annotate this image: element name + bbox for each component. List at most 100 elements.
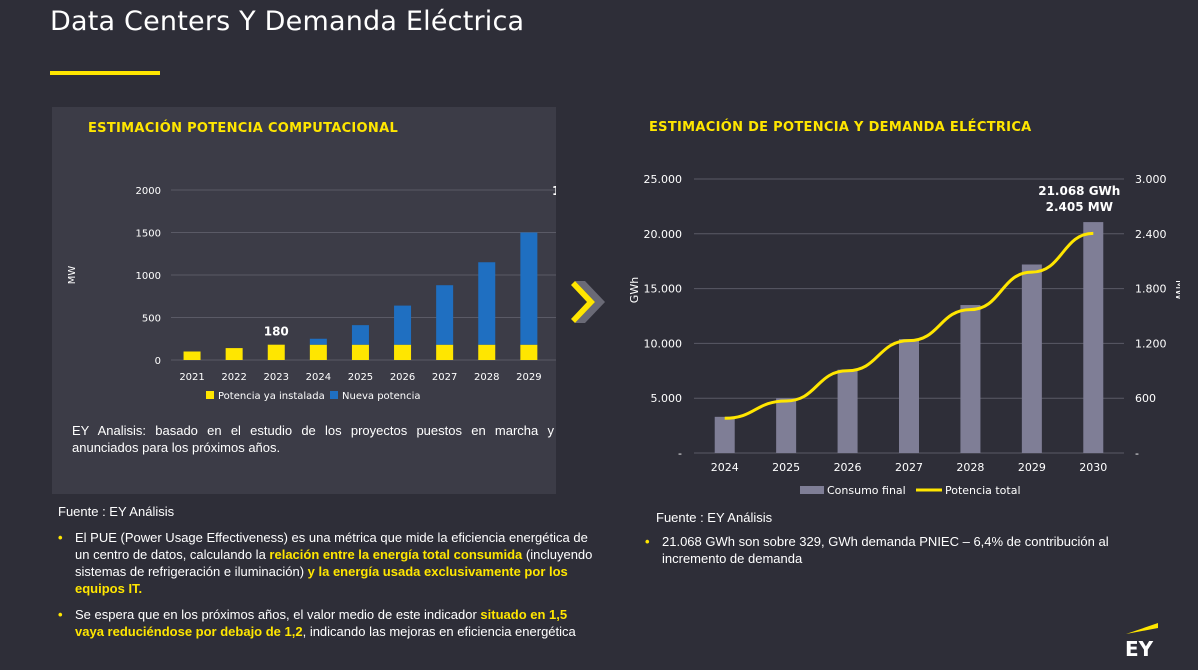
y-tick-label: 0: [155, 356, 161, 367]
x-tick-label: 2029: [1018, 461, 1046, 474]
list-item: • 21.068 GWh son sobre 329, GWh demanda P…: [645, 533, 1135, 567]
installed-power-bar: [225, 348, 243, 360]
x-tick-label: 2026: [834, 461, 862, 474]
installed-power-bar: [520, 344, 538, 360]
x-tick-label: 2027: [432, 372, 457, 383]
x-tick-label: 2021: [179, 372, 204, 383]
legend-swatch: [206, 391, 214, 399]
y2-tick-label: 1.200: [1135, 337, 1167, 350]
x-tick-label: 2025: [772, 461, 800, 474]
power-demand-chart: - 5.000 10.000 15.000 20.000 25.000 - 600 1.200…: [628, 173, 1180, 497]
legend-label: Nueva potencia: [342, 391, 420, 402]
left-source-label: Fuente : EY Análisis: [58, 504, 175, 519]
x-tick-label: 2028: [474, 372, 499, 383]
new-power-bar: [351, 325, 369, 345]
computational-power-panel: ESTIMACIÓN POTENCIA COMPUTACIONAL 0 500 10…: [52, 107, 556, 494]
legend-label: Potencia total: [945, 484, 1021, 497]
consumption-bar: [714, 416, 735, 453]
chart-annotations: 180 1.850: [264, 184, 556, 339]
installed-power-bar: [394, 344, 412, 360]
demand-bullet-list: • 21.068 GWh son sobre 329, GWh demanda P…: [645, 533, 1135, 576]
y-tick-label: 500: [142, 314, 161, 325]
consumption-bars: [714, 222, 1104, 453]
consumption-bar: [776, 398, 797, 453]
new-power-bar: [309, 338, 327, 345]
right-axis-ticks: - 600 1.200 1.800 2.400 3.000: [1135, 173, 1167, 460]
y-axis-label: MW: [67, 266, 78, 285]
legend-label: Potencia ya instalada: [218, 391, 325, 402]
analysis-note: EY Analisis: basado en el estudio de los…: [72, 423, 554, 455]
x-axis-ticks: 2024 2025 2026 2027 2028 2029 2030: [711, 461, 1108, 474]
ey-logo-text: EY: [1125, 637, 1154, 661]
consumption-bar: [837, 369, 858, 453]
installed-power-bar: [478, 344, 496, 360]
data-label-gwh: 21.068 GWh: [1038, 184, 1120, 198]
new-power-bar: [520, 232, 538, 345]
y2-tick-label: 2.400: [1135, 228, 1167, 241]
y-tick-label: 5.000: [651, 392, 683, 405]
y-tick-label: -: [678, 447, 682, 460]
x-tick-label: 2024: [306, 372, 331, 383]
y-tick-label: 25.000: [644, 173, 683, 186]
left-axis-ticks: - 5.000 10.000 15.000 20.000 25.000: [644, 173, 683, 460]
title-underline: [50, 71, 160, 75]
new-power-bar: [436, 285, 454, 345]
bullet-text: 21.068 GWh son sobre 329, GWh demanda PN…: [662, 534, 1109, 566]
data-label-2030: 1.850: [552, 184, 556, 198]
x-tick-label: 2026: [390, 372, 415, 383]
bullet-dot: •: [645, 534, 650, 549]
bullet-text: , indicando las mejoras en eficiencia en…: [302, 624, 576, 639]
ey-logo: EY: [1125, 623, 1158, 661]
x-tick-label: 2025: [348, 372, 373, 383]
right-source-label: Fuente : EY Análisis: [656, 510, 773, 525]
y2-tick-label: -: [1135, 447, 1139, 460]
y-tick-label: 2000: [136, 186, 161, 197]
y2-axis-label: MW: [1173, 280, 1180, 300]
bullet-dot: •: [58, 530, 63, 545]
chart-bars: [183, 232, 538, 360]
y-tick-label: 1500: [136, 229, 161, 240]
installed-power-bar: [267, 344, 285, 360]
bullet-text: El PUE (Power Usage Effectiveness) es un…: [75, 530, 588, 562]
y2-tick-label: 3.000: [1135, 173, 1167, 186]
total-power-line: [724, 231, 1094, 420]
computational-power-chart: 0 500 1000 1500 2000 2021 2022 2023 2024 2025 202…: [67, 184, 556, 402]
list-item: • Se espera que en los próximos años, el …: [58, 606, 598, 640]
data-label-mw: 2.405 MW: [1046, 200, 1113, 214]
page-title: Data Centers Y Demanda Eléctrica: [50, 6, 525, 37]
new-power-bar: [394, 305, 412, 345]
chart-annotations: 21.068 GWh 2.405 MW: [1038, 184, 1120, 214]
y-tick-label: 1000: [136, 271, 161, 282]
list-item: • El PUE (Power Usage Effectiveness) es u…: [58, 529, 598, 597]
bullet-highlight: y la energía usada exclusivamente por lo…: [75, 564, 568, 596]
power-demand-heading: ESTIMACIÓN DE POTENCIA Y DEMANDA ELÉCTRI…: [649, 120, 1032, 135]
new-power-bar: [478, 262, 496, 345]
y2-tick-label: 600: [1135, 392, 1156, 405]
bullet-dot: •: [58, 607, 63, 622]
bullet-text: Se espera que en los próximos años, el v…: [75, 607, 481, 622]
x-axis-ticks: 2021202220232024202520262027202820292030: [179, 372, 541, 383]
x-tick-label: 2028: [956, 461, 984, 474]
computational-power-heading: ESTIMACIÓN POTENCIA COMPUTACIONAL: [88, 121, 399, 136]
consumption-bar: [1083, 222, 1104, 453]
bullet-text: (incluyendo sistemas de refrigeración e …: [75, 547, 593, 579]
chart-legend: Consumo final Potencia total: [800, 484, 1021, 497]
consumption-bar: [960, 305, 981, 453]
x-tick-label: 2029: [516, 372, 541, 383]
chevron-right-icon: [571, 281, 605, 323]
y-tick-label: 15.000: [644, 283, 683, 296]
bullet-highlight: situado en 1,5 vaya reduciéndose por deb…: [75, 607, 568, 639]
y-tick-label: 10.000: [644, 337, 683, 350]
x-tick-label: 2027: [895, 461, 923, 474]
x-tick-label: 2024: [711, 461, 739, 474]
installed-power-bar: [351, 344, 369, 360]
pue-bullet-list: • El PUE (Power Usage Effectiveness) es u…: [58, 529, 598, 649]
legend-swatch: [800, 486, 824, 494]
legend-label: Consumo final: [827, 484, 906, 497]
y2-tick-label: 1.800: [1135, 283, 1167, 296]
data-label-2023: 180: [264, 325, 289, 339]
consumption-bar: [1021, 264, 1042, 453]
x-tick-label: 2023: [264, 372, 289, 383]
consumption-bar: [899, 339, 919, 453]
legend-swatch: [330, 391, 338, 399]
